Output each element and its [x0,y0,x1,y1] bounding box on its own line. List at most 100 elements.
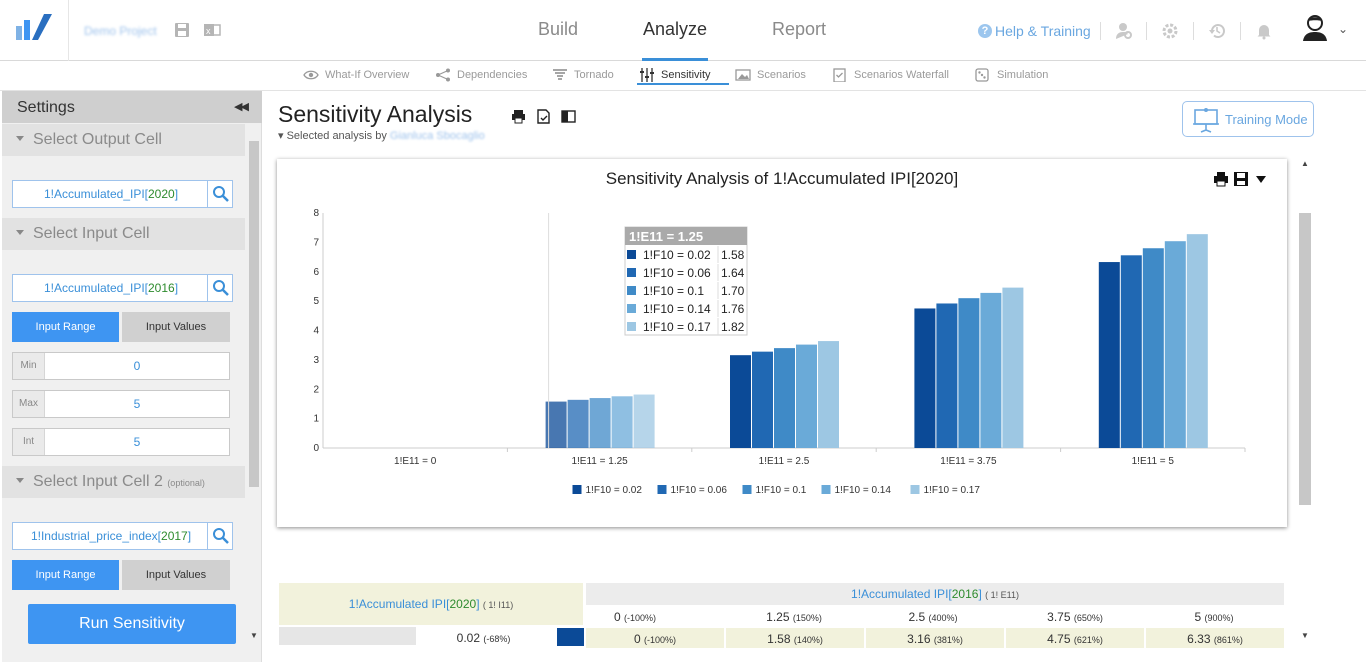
max-value[interactable]: 5 [133,397,141,411]
table-col-header: 1.25 (150%) [766,610,822,624]
subnav-tornado[interactable]: Tornado [552,68,614,82]
subnav-dependencies[interactable]: Dependencies [435,68,527,82]
int-value[interactable]: 5 [133,435,141,449]
sidebar-scrollbar[interactable]: ▼ [247,131,261,641]
save-icon[interactable] [173,21,191,39]
selected-analysis-by[interactable]: ▾ Selected analysis by Gianluca Sbocagli… [278,130,485,142]
export-icon[interactable] [536,109,551,124]
legend-swatch [742,485,752,494]
int-field[interactable]: Int 5 [12,428,230,456]
collapse-icon[interactable]: ◀◀ [234,101,249,113]
input-cell-field[interactable]: 1!Accumulated_IPI[2016] [12,274,233,302]
table-cell: 3.16 (381%) [866,628,1004,648]
sidebar-header: Settings ◀◀ [2,91,262,123]
scrollbar-thumb[interactable] [249,141,259,487]
scroll-down-icon[interactable]: ▼ [250,631,258,640]
subnav-simulation[interactable]: Simulation [975,68,1048,82]
subnav-label: Dependencies [457,69,528,81]
chart-bar [589,398,611,448]
subnav-label: Tornado [574,69,614,81]
tab-build[interactable]: Build [538,19,579,39]
input2-values-button[interactable]: Input Values [122,560,230,590]
y-tick-label: 0 [313,443,319,454]
gear-icon[interactable] [1161,22,1179,40]
tooltip-swatch [627,268,636,277]
app-logo-icon[interactable] [14,12,54,42]
print-icon[interactable] [511,109,526,124]
series-color-swatch [557,628,584,646]
chart-bar [818,341,839,448]
scroll-down-icon[interactable]: ▼ [1301,631,1309,640]
share-icon [436,68,450,82]
subnav-label: What-If Overview [325,69,410,81]
chart-title: Sensitivity Analysis of 1!Accumulated IP… [605,169,959,188]
input-cell-2-field[interactable]: 1!Industrial_price_index[2017] [12,522,233,550]
avatar[interactable] [1302,14,1328,42]
run-sensitivity-button[interactable]: Run Sensitivity [28,604,236,644]
y-tick-label: 1 [313,414,319,425]
output-cell-search-button[interactable] [207,181,232,207]
table-col-header: 5 (900%) [1194,610,1234,624]
scrollbar-thumb[interactable] [1299,213,1311,505]
project-name[interactable]: Demo Project [84,24,157,38]
chart-bar [1098,262,1120,448]
tooltip-row-label: 1!F10 = 0.06 [643,266,711,280]
svg-text:x: x [206,26,211,36]
main-scrollbar[interactable]: ▲ ▼ [1297,157,1313,643]
active-subnav-indicator [637,83,729,85]
chart-bar [958,298,980,448]
chevron-down-icon[interactable]: ⌄ [1338,22,1349,36]
subnav-label: Scenarios Waterfall [854,69,949,81]
chart-bar [545,401,567,448]
bell-icon[interactable] [1255,22,1273,40]
input2-range-button[interactable]: Input Range [12,560,119,590]
input-cell-value: 1!Accumulated_IPI[2016] [43,281,179,295]
tooltip-row-value: 1.82 [721,320,745,334]
table-cell: 4.75 (621%) [1006,628,1144,648]
layout-icon[interactable] [561,109,576,124]
excel-icon[interactable]: x [203,21,221,39]
user-settings-icon[interactable] [1115,22,1133,40]
subnav-scenarios[interactable]: Scenarios [735,68,806,82]
history-icon[interactable] [1208,22,1226,40]
min-value[interactable]: 0 [133,359,141,373]
tooltip-swatch [627,322,636,331]
output-cell-value: 1!Accumulated_IPI[2020] [43,187,179,201]
input-cell-2-section[interactable]: Select Input Cell 2 (optional) [2,466,245,498]
tab-analyze[interactable]: Analyze [643,19,708,39]
tooltip-swatch [627,286,636,295]
dropdown-caret-icon[interactable] [1253,171,1269,187]
caret-down-icon [16,230,24,235]
tab-report[interactable]: Report [772,19,827,39]
output-cell-section[interactable]: Select Output Cell [2,124,245,156]
training-mode-button[interactable]: Training Mode [1182,101,1314,137]
input-range-button[interactable]: Input Range [12,312,119,342]
x-tick-label: 1!E11 = 5 [1132,456,1175,467]
input-values-button[interactable]: Input Values [122,312,230,342]
search-icon [213,280,229,296]
int-label: Int [13,429,45,455]
subnav-what-if-overview[interactable]: What-If Overview [303,68,409,82]
min-field[interactable]: Min 0 [12,352,230,380]
table-input-header: 1!Accumulated IPI[2016] ( 1! E11) [586,583,1284,605]
help-training-link[interactable]: ? Help & Training [978,23,1091,39]
subnav-sensitivity[interactable]: Sensitivity [639,68,711,82]
scroll-up-icon[interactable]: ▲ [1301,159,1309,168]
subnav-scenarios-waterfall[interactable]: Scenarios Waterfall [832,68,949,82]
chart-bar [796,344,817,448]
table-col-header: 0 (-100%) [613,610,657,624]
input-cell-2-search-button[interactable] [207,523,232,549]
y-tick-label: 8 [313,208,319,219]
input-cell-search-button[interactable] [207,275,232,301]
output-cell-field[interactable]: 1!Accumulated_IPI[2020] [12,180,233,208]
print-icon[interactable] [1213,171,1229,187]
tooltip-header-bg [625,227,747,245]
input-cell-section[interactable]: Select Input Cell [2,218,245,250]
max-field[interactable]: Max 5 [12,390,230,418]
top-bar: Demo Project x Build Analyze Report ? He… [0,0,1366,61]
presentation-icon [1193,108,1219,133]
min-label: Min [13,353,45,379]
legend-label: 1!F10 = 0.1 [756,485,807,496]
divider [1240,22,1241,40]
save-icon[interactable] [1233,171,1249,187]
